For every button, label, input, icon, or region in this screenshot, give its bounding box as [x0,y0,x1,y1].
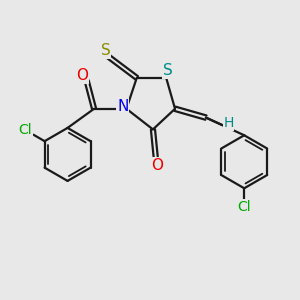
Text: S: S [163,63,172,78]
Text: N: N [117,99,129,114]
Text: H: H [224,116,234,130]
Text: Cl: Cl [19,123,32,137]
Text: O: O [152,158,164,173]
Text: Cl: Cl [237,200,251,214]
Text: O: O [76,68,88,83]
Text: S: S [101,43,111,58]
